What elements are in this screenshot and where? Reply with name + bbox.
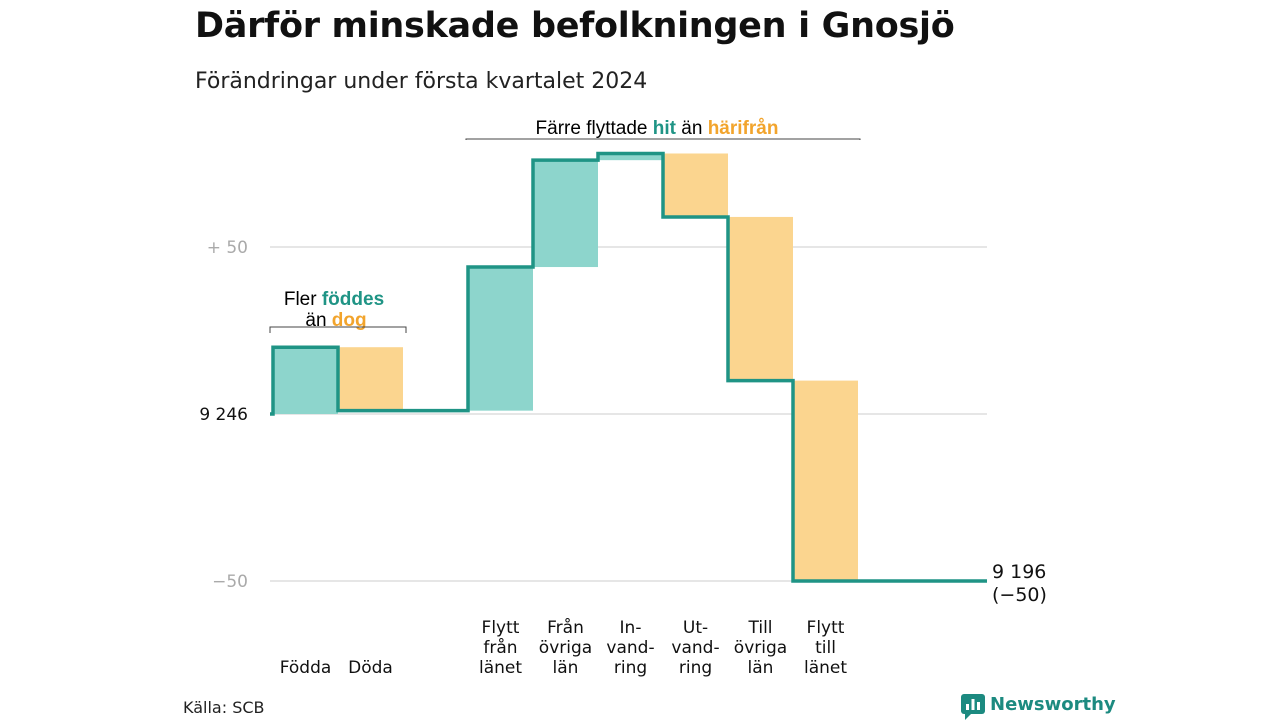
category-label: Födda — [280, 658, 332, 678]
category-label: ring — [614, 658, 647, 678]
y-tick-label: −50 — [212, 572, 248, 592]
waterfall-bar — [793, 380, 858, 581]
category-label: Flytt — [482, 618, 520, 638]
end-value-label: 9 196 — [992, 561, 1046, 583]
category-label: Till — [747, 618, 772, 638]
category-label: Flytt — [807, 618, 845, 638]
brand-name: Newsworthy — [990, 694, 1116, 715]
category-label: länet — [479, 658, 522, 678]
annotation-births: än dog — [305, 310, 366, 331]
category-label: vand- — [671, 638, 719, 658]
chart-subtitle: Förändringar under första kvartalet 2024 — [195, 69, 648, 94]
y-tick-label: 9 246 — [199, 405, 248, 425]
waterfall-bar — [338, 347, 403, 411]
annotation-bracket — [269, 326, 407, 333]
category-label: Ut- — [683, 618, 708, 638]
category-label: övriga — [734, 638, 787, 658]
waterfall-bar — [533, 160, 598, 268]
annotation-births: Fler föddes — [284, 289, 384, 310]
category-label: län — [553, 658, 579, 678]
category-label: till — [815, 638, 836, 658]
waterfall-bar — [728, 216, 793, 381]
annotation-migration: Färre flyttade hit än härifrån — [536, 118, 779, 139]
waterfall-bar — [598, 153, 663, 161]
category-label: län — [748, 658, 774, 678]
waterfall-bar — [273, 347, 338, 414]
category-label: övriga — [539, 638, 592, 658]
category-label: ring — [679, 658, 712, 678]
end-value-label: (−50) — [992, 584, 1047, 606]
category-label: länet — [804, 658, 847, 678]
source-note: Källa: SCB — [183, 698, 265, 717]
cumulative-step-line — [270, 151, 987, 583]
annotation-bracket — [465, 138, 861, 140]
category-label: från — [483, 637, 517, 658]
waterfall-bar — [468, 267, 533, 411]
y-tick-label: + 50 — [207, 238, 248, 258]
category-label: In- — [620, 618, 642, 638]
category-label: vand- — [606, 638, 654, 658]
waterfall-bar — [663, 153, 728, 217]
category-label: Döda — [348, 658, 393, 678]
bar-chart-icon — [961, 694, 985, 720]
category-label: Från — [547, 617, 584, 638]
chart-title: Därför minskade befolkningen i Gnosjö — [195, 6, 955, 46]
